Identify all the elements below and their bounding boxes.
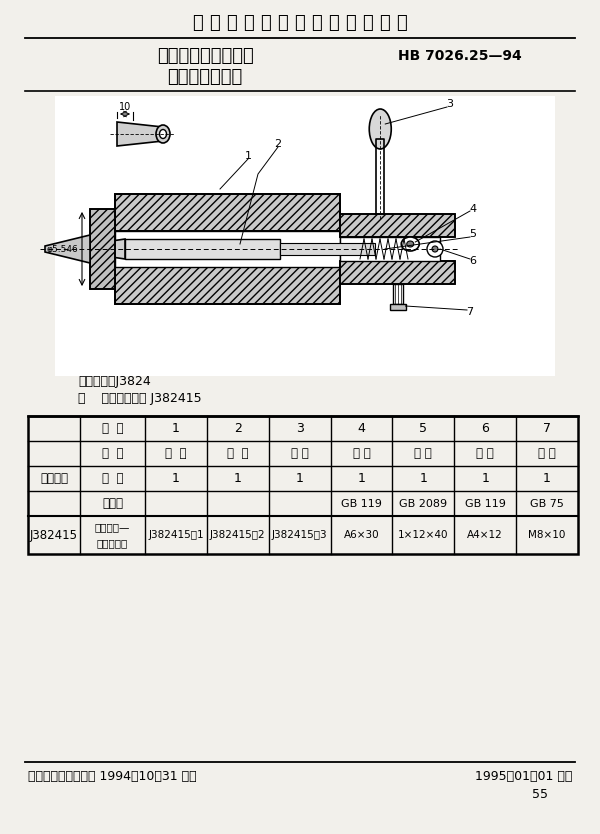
Bar	[90, 209, 115, 289]
Text: J382415: J382415	[30, 529, 78, 541]
Text: 1: 1	[481, 472, 489, 485]
Bar	[280, 243, 375, 255]
Bar	[340, 261, 455, 284]
Text: 1: 1	[234, 472, 242, 485]
Text: 手 把: 手 把	[291, 447, 308, 460]
Text: J382415－1: J382415－1	[148, 530, 204, 540]
Text: 插  销: 插 销	[227, 447, 248, 460]
Bar	[115, 231, 340, 267]
Text: 标记代号: 标记代号	[40, 472, 68, 485]
Text: 导  套: 导 套	[165, 447, 187, 460]
Text: 分类代号：J3824: 分类代号：J3824	[78, 374, 151, 388]
Text: 拉杆式定位插销: 拉杆式定位插销	[167, 68, 242, 86]
Bar	[55, 96, 555, 376]
Text: 3: 3	[296, 422, 304, 435]
Text: 1: 1	[543, 472, 551, 485]
Text: GB 119: GB 119	[465, 499, 506, 509]
Bar	[28, 416, 578, 554]
Text: 10: 10	[119, 102, 131, 112]
Bar	[389, 304, 406, 310]
Bar	[340, 214, 455, 237]
Bar	[392, 284, 403, 304]
Text: 1: 1	[245, 151, 251, 161]
Bar	[125, 239, 280, 259]
Text: 7: 7	[543, 422, 551, 435]
Text: 名  称: 名 称	[102, 447, 123, 460]
Bar	[115, 267, 340, 304]
Text: 5: 5	[419, 422, 427, 435]
Text: M8×10: M8×10	[529, 530, 566, 540]
Text: 1: 1	[296, 472, 304, 485]
Text: 数  量: 数 量	[102, 472, 123, 485]
Bar	[115, 194, 340, 231]
Text: 1: 1	[419, 472, 427, 485]
Text: 1: 1	[358, 472, 365, 485]
Ellipse shape	[369, 109, 391, 149]
Ellipse shape	[156, 125, 170, 143]
Bar	[340, 237, 440, 261]
Bar	[115, 194, 340, 231]
Bar	[115, 267, 340, 304]
Text: 2: 2	[234, 422, 242, 435]
Text: 弹 簧: 弹 簧	[415, 447, 432, 460]
Text: HB 7026.25—94: HB 7026.25—94	[398, 49, 522, 63]
Ellipse shape	[160, 129, 167, 138]
Text: 4: 4	[469, 204, 476, 214]
Text: 销 子: 销 子	[353, 447, 370, 460]
Bar	[340, 261, 455, 284]
Text: 4: 4	[358, 422, 365, 435]
Bar	[340, 214, 455, 237]
Text: 55: 55	[532, 787, 548, 801]
Circle shape	[432, 246, 438, 252]
Text: 标    记：定位插销 J382415: 标 记：定位插销 J382415	[78, 391, 202, 404]
Circle shape	[427, 241, 443, 257]
Text: 7: 7	[466, 307, 473, 317]
Text: 3: 3	[446, 99, 454, 109]
Text: φ5.546: φ5.546	[46, 244, 78, 254]
Text: 6: 6	[481, 422, 489, 435]
Text: 螺 钉: 螺 钉	[538, 447, 556, 460]
Text: 销 子: 销 子	[476, 447, 494, 460]
Text: 夹具通用元件定位件: 夹具通用元件定位件	[157, 47, 253, 65]
Text: 中 华 人 民 共 和 国 航 空 工 业 标 准: 中 华 人 民 共 和 国 航 空 工 业 标 准	[193, 14, 407, 32]
Text: 标记代号—: 标记代号—	[95, 522, 130, 532]
Ellipse shape	[407, 241, 414, 247]
Text: J382415－2: J382415－2	[210, 530, 266, 540]
Text: 中国航空工业总公司 1994－10－31 发布: 中国航空工业总公司 1994－10－31 发布	[28, 770, 197, 782]
Text: 1×12×40: 1×12×40	[398, 530, 449, 540]
Polygon shape	[117, 122, 163, 146]
Text: 1: 1	[172, 472, 180, 485]
Text: 2: 2	[274, 139, 281, 149]
Text: A6×30: A6×30	[344, 530, 379, 540]
Ellipse shape	[401, 237, 419, 251]
Polygon shape	[85, 239, 125, 259]
Text: A4×12: A4×12	[467, 530, 503, 540]
Text: 标准号: 标准号	[102, 497, 123, 510]
Text: 1995－01－01 实施: 1995－01－01 实施	[475, 770, 572, 782]
Text: GB 2089: GB 2089	[399, 499, 448, 509]
Text: 件  号: 件 号	[102, 422, 123, 435]
Text: J382415－3: J382415－3	[272, 530, 328, 540]
Text: GB 119: GB 119	[341, 499, 382, 509]
Bar	[90, 209, 115, 289]
Text: GB 75: GB 75	[530, 499, 564, 509]
Polygon shape	[45, 235, 90, 263]
Text: 件号或规格: 件号或规格	[97, 538, 128, 548]
Text: 5: 5	[470, 229, 476, 239]
Text: 1: 1	[172, 422, 180, 435]
Text: 6: 6	[470, 256, 476, 266]
